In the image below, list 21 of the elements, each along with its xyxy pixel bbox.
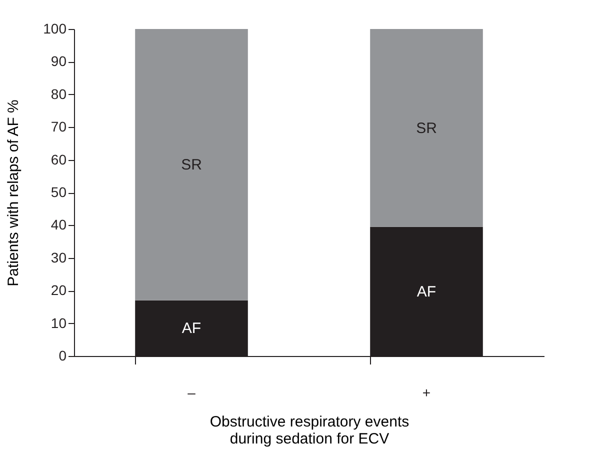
- y-tick-label: 80: [50, 86, 67, 102]
- y-tick-label: 20: [50, 282, 67, 298]
- y-tick-label: 50: [50, 184, 67, 200]
- series-label: SR: [416, 120, 438, 137]
- series-label: AF: [182, 320, 202, 338]
- x-tick-label: +: [422, 384, 431, 400]
- y-tick-label: 30: [50, 249, 67, 266]
- text: SR: [181, 156, 202, 174]
- y-tick-label: 10: [50, 314, 67, 331]
- y-tick-label: 60: [50, 151, 67, 168]
- y-tick-label: 100: [43, 20, 67, 36]
- x-tick-label: –: [188, 384, 196, 400]
- bar: [370, 29, 483, 227]
- y-tick-label: 90: [50, 53, 67, 70]
- x-axis-title: Obstructive respiratory events during sedation for ECV: [210, 414, 410, 448]
- y-tick-label: 70: [50, 118, 67, 135]
- text: AF: [416, 283, 436, 300]
- y-tick-label: 0: [58, 348, 67, 364]
- y-axis-title: Patients with relaps of AF %: [5, 100, 22, 286]
- bar: [135, 29, 248, 300]
- y-tick-label: 40: [50, 216, 67, 233]
